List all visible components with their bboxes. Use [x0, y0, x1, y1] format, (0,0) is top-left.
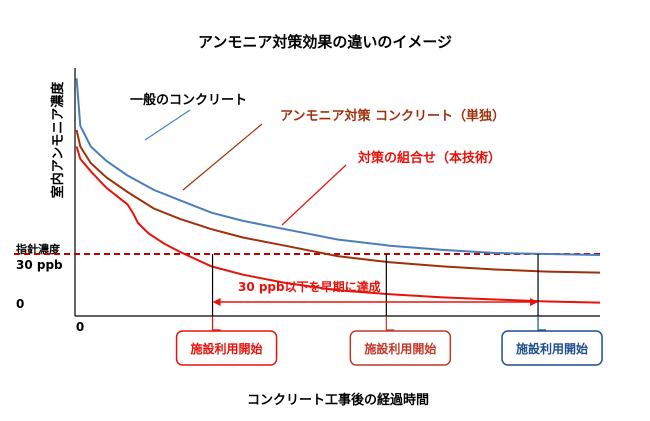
start-label-connector-2 — [385, 316, 395, 331]
series-line-2 — [75, 129, 601, 274]
series-label-pointer-3 — [281, 164, 347, 226]
x-axis-label: コンクリート工事後の経過時間 — [247, 392, 429, 408]
start-label-text-3: 施設利用開始 — [516, 341, 588, 356]
series-label-2: アンモニア対策 コンクリート（単独） — [280, 108, 505, 124]
y-axis-label: 室内アンモニア濃度 — [50, 81, 66, 198]
start-label-text-2: 施設利用開始 — [364, 341, 436, 356]
start-label-connector-1 — [211, 316, 221, 331]
series-line-3 — [75, 146, 601, 304]
start-label-box-2 — [349, 330, 452, 366]
annotations-group: 施設利用開始 施設利用開始 施設利用開始 30 ppb以下を早期に達成 — [175, 254, 603, 366]
range-annotation-text: 30 ppb以下を早期に達成 — [238, 279, 381, 294]
threshold-name-label: 指針濃度 — [16, 242, 61, 256]
series-label-pointer-2 — [182, 123, 263, 191]
y-tick-label: 0 — [16, 297, 24, 311]
series-label-3: 対策の組合せ（本技術） — [357, 150, 501, 166]
y-tick-label: 30 ppb — [16, 258, 63, 272]
y-tick-labels: 0 指針濃度 30 ppb — [16, 242, 63, 311]
range-arrow-head-left — [212, 298, 221, 306]
start-label-box-1 — [175, 330, 278, 366]
start-label-text-1: 施設利用開始 — [191, 341, 263, 356]
start-label-box-3 — [501, 330, 603, 366]
series-label-pointer-1 — [144, 109, 191, 141]
range-arrow-head-right — [530, 298, 539, 306]
series-line-1 — [75, 78, 601, 256]
x-origin-label: 0 — [76, 320, 84, 334]
series-label-1: 一般のコンクリート — [130, 92, 247, 108]
start-label-connector-3 — [537, 316, 547, 331]
chart-title: アンモニア対策効果の違いのイメージ — [198, 33, 452, 51]
